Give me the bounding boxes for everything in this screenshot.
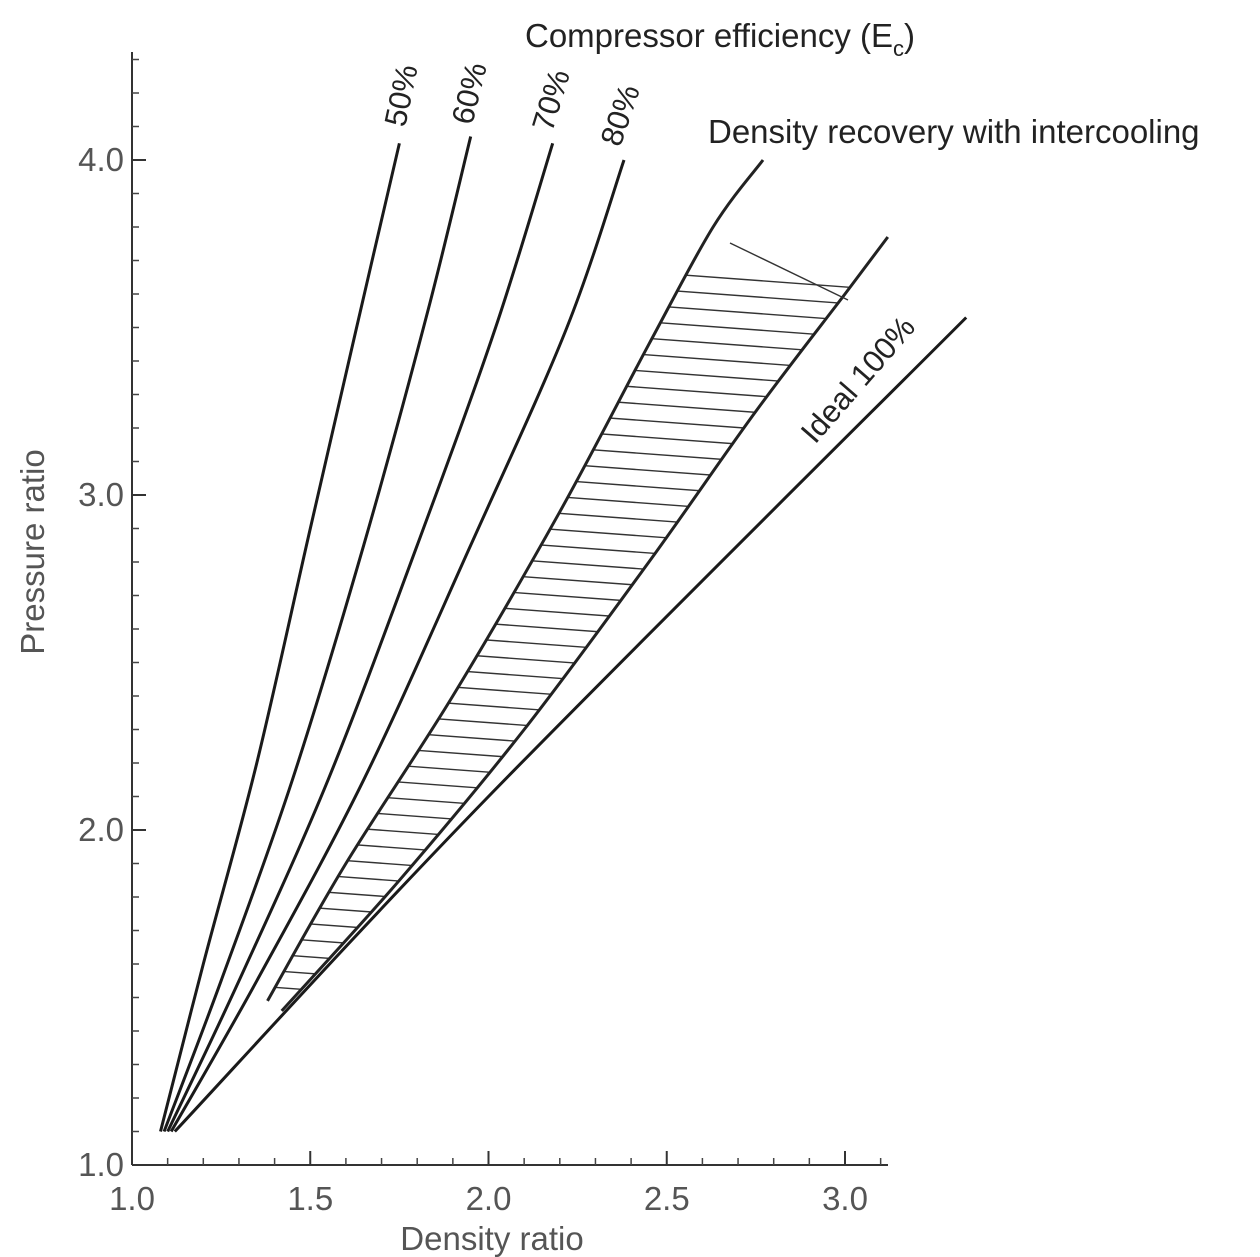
- x-tick-label: 1.0: [109, 1180, 155, 1217]
- x-tick-label: 2.5: [644, 1180, 690, 1217]
- series-layer: [159, 136, 968, 1133]
- band-upper-line: [266, 159, 765, 1002]
- y-tick-label: 2.0: [78, 811, 124, 848]
- x-tick-label: 1.5: [287, 1180, 333, 1217]
- y-tick-label: 4.0: [78, 141, 124, 178]
- minor-ticks: [132, 58, 882, 1165]
- series-label: 80%: [594, 80, 647, 150]
- hatch-line: [267, 951, 888, 1002]
- hatch-line: [267, 984, 888, 1011]
- series-line: [159, 142, 401, 1132]
- series-line: [173, 316, 968, 1133]
- series-label: 70%: [525, 65, 577, 135]
- chart-title-subscript: c: [893, 36, 904, 61]
- series-line: [169, 159, 626, 1133]
- hatch-line: [267, 968, 888, 1011]
- band-label: Density recovery with intercooling: [708, 113, 1200, 150]
- hatch-line: [267, 671, 888, 721]
- axes: 1.0 1.5 2.0 2.5 3.0 1.0 2.0 3.0 4.0: [78, 52, 888, 1217]
- y-tick-label: 3.0: [78, 476, 124, 513]
- series-line: [166, 142, 555, 1133]
- x-tick-label: 3.0: [822, 1180, 868, 1217]
- series-label: 50%: [378, 61, 425, 129]
- hatch-line: [267, 242, 888, 292]
- x-axis-label: Density ratio: [400, 1220, 583, 1257]
- chart-title: Compressor efficiency (Ec): [525, 17, 915, 61]
- hatch-line: [267, 753, 888, 804]
- hatch-line: [267, 737, 888, 787]
- band-top-edge: [729, 242, 849, 301]
- chart-title-suffix: ): [904, 17, 915, 54]
- x-tick-label: 2.0: [466, 1180, 512, 1217]
- band-lower-line: [280, 236, 890, 1012]
- series-line: [162, 136, 473, 1133]
- y-tick-label: 1.0: [78, 1146, 124, 1183]
- y-axis-label: Pressure ratio: [14, 449, 51, 654]
- tick-layer: 1.0 1.5 2.0 2.5 3.0 1.0 2.0 3.0 4.0: [78, 141, 868, 1217]
- chart-title-main: Compressor efficiency (E: [525, 17, 893, 54]
- series-label: 60%: [445, 59, 494, 128]
